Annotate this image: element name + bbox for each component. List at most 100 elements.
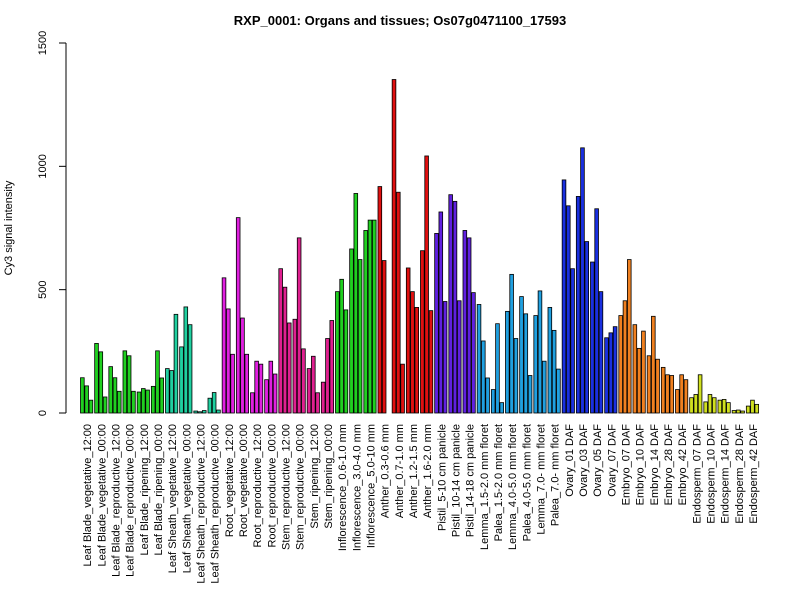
bar <box>651 315 656 414</box>
bar <box>122 350 128 414</box>
bar <box>726 402 731 414</box>
bar <box>697 374 703 414</box>
y-axis-label: Cy3 signal intensity <box>3 180 15 275</box>
bar <box>740 410 745 414</box>
bar <box>594 208 599 414</box>
bar <box>230 353 235 414</box>
bar <box>570 268 575 414</box>
bar <box>513 338 519 414</box>
x-tick-label: Embryo_10 DAF <box>635 424 647 506</box>
x-tick-label: Stem_reproductive_00:00 <box>295 424 307 550</box>
bar <box>420 250 425 414</box>
bar <box>551 329 557 414</box>
bar <box>703 401 708 414</box>
bar <box>349 248 354 414</box>
bar <box>88 399 94 414</box>
bar <box>641 330 646 414</box>
bar <box>533 315 538 414</box>
bar <box>721 399 727 414</box>
bar <box>117 390 122 414</box>
bar <box>542 360 547 414</box>
bar <box>197 411 203 414</box>
bar <box>141 388 146 414</box>
bar <box>306 368 312 414</box>
bar <box>485 377 490 414</box>
x-tick-label: Endosperm_28 DAF <box>734 424 746 524</box>
bar <box>400 363 405 414</box>
bar <box>325 338 330 414</box>
y-tick-label: 0 <box>37 410 49 416</box>
bar <box>202 410 207 414</box>
bar <box>561 179 567 414</box>
bar <box>296 237 302 414</box>
bar <box>636 347 642 414</box>
bar <box>145 389 150 414</box>
x-tick-label: Leaf Blade_ripening_12:00 <box>139 424 151 556</box>
bar <box>509 273 514 414</box>
bar <box>575 196 581 414</box>
bar <box>679 374 684 414</box>
x-tick-label: Embryo_14 DAF <box>649 424 661 506</box>
bar <box>612 326 618 414</box>
bar <box>381 260 387 414</box>
y-tick-label: 500 <box>37 280 49 298</box>
bar <box>136 391 142 414</box>
bar <box>112 377 118 414</box>
x-tick-label: Leaf Blade_vegetative_12:00 <box>82 424 94 567</box>
bar <box>150 385 156 414</box>
bar <box>165 368 170 414</box>
x-tick-label: Endosperm_10 DAF <box>705 424 717 524</box>
bar <box>608 332 614 414</box>
bar <box>80 377 85 414</box>
chart-title: RXP_0001: Organs and tissues; Os07g04711… <box>234 13 566 28</box>
x-tick-label: Embryo_28 DAF <box>663 424 675 506</box>
bar <box>476 304 482 414</box>
bar <box>159 377 165 414</box>
x-tick-label: Ovary_03 DAF <box>578 424 590 497</box>
bar <box>537 290 543 414</box>
x-tick-label: Leaf Blade_reproductive_00:00 <box>125 424 137 577</box>
bar <box>655 358 660 414</box>
bar <box>580 147 585 414</box>
x-axis: Leaf Blade_vegetative_12:00 Leaf Blade_ve… <box>82 424 760 584</box>
bar <box>584 241 590 414</box>
bar <box>363 230 368 414</box>
x-tick-label: Palea_4.0-5.0 mm floret <box>521 424 533 541</box>
bar <box>187 324 193 414</box>
bar <box>442 301 448 414</box>
bar <box>660 366 666 414</box>
bar <box>438 211 444 414</box>
x-tick-label: Lemma_1.5-2.0 mm floret <box>479 424 491 550</box>
x-tick-label: Pistil_5-10 cm panicle <box>436 424 448 531</box>
bar <box>632 324 638 414</box>
x-tick-label: Anther_0.3-0.6 mm <box>380 424 392 518</box>
bar <box>179 346 184 414</box>
bar <box>391 79 397 414</box>
bar <box>499 402 505 414</box>
bar <box>466 237 472 414</box>
x-tick-label: Anther_0.7-1.0 mm <box>394 424 406 518</box>
bar <box>410 291 415 414</box>
bar <box>216 409 221 414</box>
x-tick-label: Lemma_7.0- mm floret <box>535 424 547 535</box>
bar <box>207 397 213 414</box>
bar <box>102 396 108 414</box>
bar <box>646 355 652 414</box>
bar <box>618 315 623 414</box>
x-tick-label: Stem_ripening_12:00 <box>309 424 321 529</box>
x-tick-label: Leaf Blade_vegetative_00:00 <box>96 424 108 567</box>
bar <box>155 350 160 414</box>
bar <box>278 268 283 414</box>
bar <box>301 348 306 414</box>
x-tick-label: Leaf Sheath_reproductive_12:00 <box>195 424 207 584</box>
x-tick-label: Stem_reproductive_12:00 <box>280 424 292 550</box>
bars-layer <box>80 79 760 414</box>
x-tick-label: Leaf Blade_reproductive_12:00 <box>110 424 122 577</box>
bar <box>287 322 292 414</box>
bar <box>126 355 132 414</box>
bar <box>108 366 113 414</box>
x-tick-label: Leaf Sheath_vegetative_12:00 <box>167 424 179 573</box>
bar <box>235 217 241 414</box>
bar <box>173 313 179 414</box>
x-tick-label: Root_vegetative_00:00 <box>238 424 250 537</box>
